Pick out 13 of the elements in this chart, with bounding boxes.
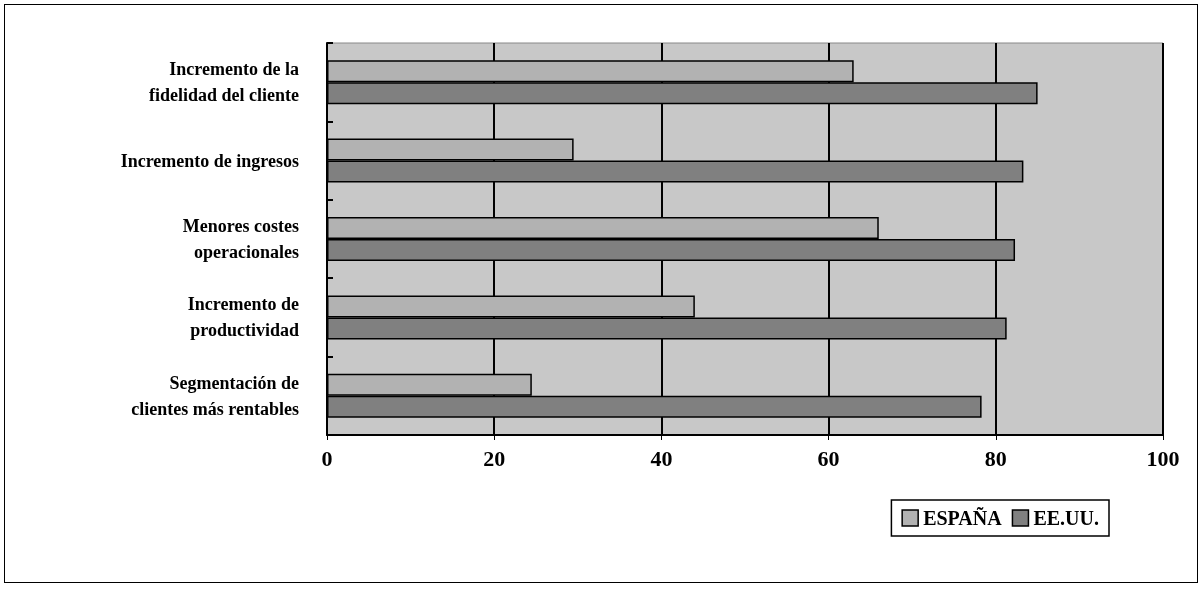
x-tick-label: 80 <box>984 445 1007 471</box>
y-tick-label: Incremento de la fidelidad del cliente <box>149 59 299 106</box>
y-tick-label: Incremento de ingresos <box>120 150 299 171</box>
x-tick-label: 100 <box>1146 445 1180 471</box>
x-tick-label: 40 <box>650 445 673 471</box>
y-tick-label: Segmentación de clientes más rentables <box>131 372 299 419</box>
y-tick-label: Menores costes operacionales <box>182 216 299 262</box>
x-tick-label: 20 <box>483 445 506 471</box>
x-tick-label: 0 <box>321 445 333 471</box>
x-tick-label: 60 <box>817 445 840 471</box>
y-tick-label: Incremento de productividad <box>187 294 299 341</box>
legend-label: EE.UU. <box>1033 507 1100 529</box>
legend-label: ESPAÑA <box>923 507 1003 529</box>
